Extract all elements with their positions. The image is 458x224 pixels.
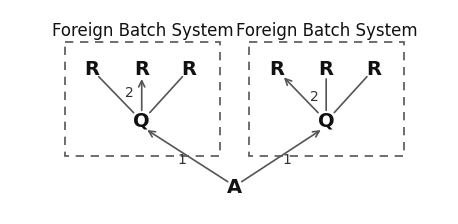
Text: Q: Q (318, 111, 334, 130)
Text: R: R (269, 60, 284, 79)
Text: R: R (366, 60, 381, 79)
Text: 2: 2 (125, 86, 134, 101)
Text: Q: Q (133, 111, 150, 130)
Text: R: R (85, 60, 100, 79)
Text: 2: 2 (310, 90, 318, 103)
Text: 1: 1 (178, 153, 186, 167)
Text: A: A (227, 178, 242, 196)
Text: R: R (181, 60, 196, 79)
Text: Foreign Batch System: Foreign Batch System (236, 22, 418, 40)
Text: R: R (134, 60, 149, 79)
Text: R: R (319, 60, 334, 79)
Text: Foreign Batch System: Foreign Batch System (52, 22, 233, 40)
Text: 1: 1 (282, 153, 291, 167)
